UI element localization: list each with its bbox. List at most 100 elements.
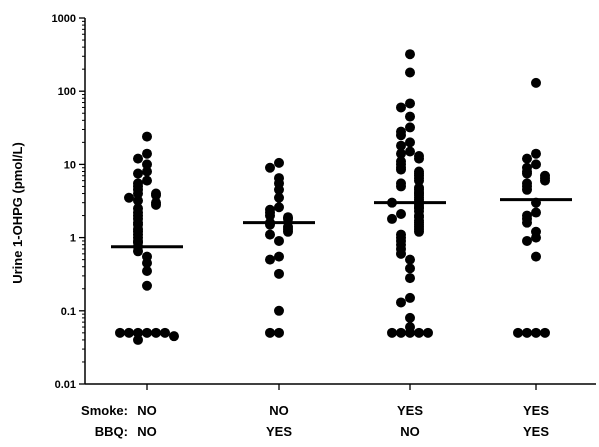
group-4-points	[513, 77, 550, 338]
data-point	[133, 246, 143, 257]
data-point	[142, 175, 152, 186]
bbq-value-label: NO	[400, 424, 420, 439]
data-point	[396, 140, 406, 151]
data-point	[387, 213, 397, 224]
data-point	[265, 254, 275, 265]
data-point	[283, 226, 293, 237]
data-point	[274, 327, 284, 338]
data-point	[540, 175, 550, 186]
data-point	[405, 254, 415, 265]
data-point	[151, 327, 161, 338]
data-point	[124, 327, 134, 338]
data-point	[531, 207, 541, 218]
data-point	[423, 327, 433, 338]
data-point	[274, 268, 284, 279]
data-point	[142, 131, 152, 142]
y-tick-label: 10	[64, 159, 76, 171]
data-point	[405, 49, 415, 60]
data-point	[265, 162, 275, 173]
data-point	[414, 327, 424, 338]
data-point	[142, 257, 152, 268]
data-point	[522, 184, 532, 195]
data-point	[274, 251, 284, 262]
y-axis-title: Urine 1-OHPG (pmol/L)	[10, 142, 25, 284]
data-point	[396, 148, 406, 159]
group-3-points	[387, 49, 433, 338]
bbq-row-label: BBQ:	[95, 424, 128, 439]
data-point	[151, 199, 161, 210]
data-point	[522, 168, 532, 179]
data-point	[265, 210, 275, 221]
data-point	[124, 192, 134, 203]
data-point	[414, 153, 424, 164]
data-point	[405, 98, 415, 109]
smoke-row-label: Smoke:	[81, 403, 128, 418]
y-tick-label: 1	[70, 233, 76, 245]
data-point	[133, 334, 143, 345]
data-point	[133, 168, 143, 179]
data-point	[142, 265, 152, 276]
y-tick-label: 1000	[52, 13, 76, 25]
data-point	[414, 226, 424, 237]
data-point	[405, 273, 415, 284]
data-point	[414, 175, 424, 186]
data-point	[396, 130, 406, 141]
data-point	[396, 327, 406, 338]
data-point	[396, 181, 406, 192]
data-point	[522, 327, 532, 338]
data-point	[274, 184, 284, 195]
data-point	[151, 190, 161, 201]
smoke-value-label: YES	[397, 403, 423, 418]
data-point	[133, 195, 143, 206]
smoke-value-label: YES	[523, 403, 549, 418]
y-tick-label: 0.01	[55, 379, 76, 391]
smoke-value-label: NO	[137, 403, 157, 418]
data-point	[115, 327, 125, 338]
data-point	[531, 251, 541, 262]
group-1-points	[115, 131, 179, 345]
data-point	[274, 202, 284, 213]
data-point	[142, 166, 152, 177]
data-point	[396, 209, 406, 220]
data-point	[405, 292, 415, 303]
data-point	[265, 327, 275, 338]
data-point	[133, 188, 143, 199]
data-point	[405, 263, 415, 274]
data-point	[522, 217, 532, 228]
data-point	[265, 229, 275, 240]
data-points	[115, 49, 550, 345]
data-point	[405, 111, 415, 122]
data-point	[133, 327, 143, 338]
data-point	[531, 232, 541, 243]
group-2-points	[265, 157, 293, 338]
data-point	[169, 331, 179, 342]
data-point	[405, 327, 415, 338]
data-point	[160, 327, 170, 338]
data-point	[396, 248, 406, 259]
data-point	[274, 157, 284, 168]
data-point	[274, 192, 284, 203]
data-point	[274, 235, 284, 246]
y-tick-label: 0.1	[61, 306, 76, 318]
smoke-value-label: NO	[269, 403, 289, 418]
data-point	[405, 137, 415, 148]
bbq-value-label: YES	[266, 424, 292, 439]
data-point	[531, 148, 541, 159]
data-point	[531, 77, 541, 88]
data-point	[396, 102, 406, 113]
data-point	[540, 327, 550, 338]
data-point	[142, 327, 152, 338]
x-axis	[85, 383, 596, 390]
bbq-value-label: NO	[137, 424, 157, 439]
category-labels: NO NO NO YES YES NO YES YES Smoke: BBQ:	[81, 403, 549, 439]
data-point	[396, 297, 406, 308]
data-point	[274, 305, 284, 316]
y-axis: 0.01 0.1 1 10 100 1000	[52, 13, 86, 391]
data-point	[513, 327, 523, 338]
data-point	[142, 148, 152, 159]
data-point	[405, 67, 415, 78]
median-lines	[111, 198, 572, 249]
data-point	[531, 159, 541, 170]
data-point	[522, 235, 532, 246]
